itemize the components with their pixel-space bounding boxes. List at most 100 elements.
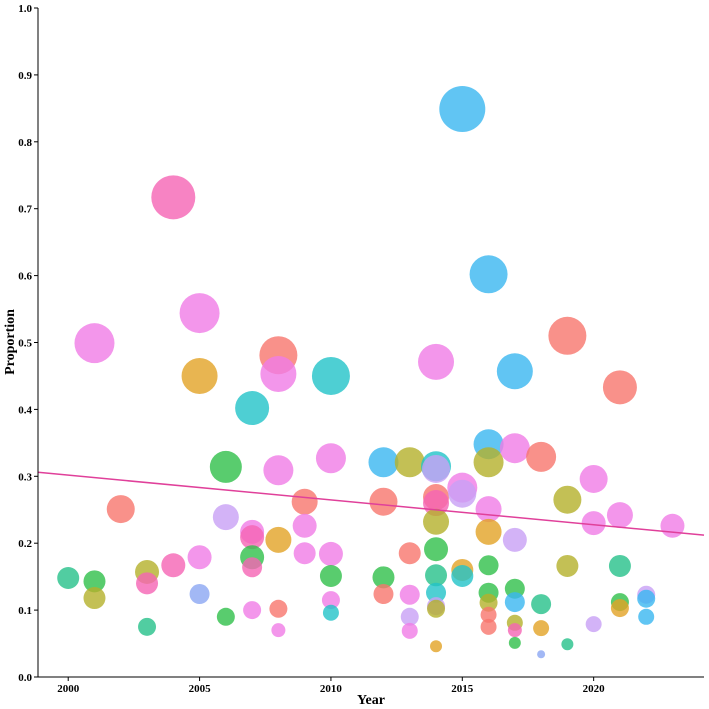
trend-line — [37, 471, 705, 536]
bubble — [608, 554, 631, 577]
bubble — [473, 447, 504, 478]
y-tick-label: 0.9 — [18, 70, 32, 82]
y-tick-label: 0.5 — [18, 338, 32, 350]
bubble — [187, 545, 212, 570]
bubble — [479, 593, 498, 612]
bubble — [373, 584, 394, 605]
bubble — [475, 496, 502, 523]
bubble — [106, 495, 135, 524]
bubble — [293, 542, 316, 565]
y-tick-label: 0.4 — [18, 404, 32, 416]
bubble — [422, 454, 451, 483]
bubble — [480, 618, 497, 635]
bubble — [427, 599, 446, 618]
bubble — [235, 391, 270, 426]
bubble — [424, 537, 449, 562]
bubble — [260, 355, 297, 392]
bubble — [263, 455, 294, 486]
y-axis-title: Proportion — [3, 309, 18, 375]
bubble — [322, 604, 339, 621]
bubble — [243, 601, 262, 620]
bubble — [426, 582, 447, 603]
bubble — [585, 616, 602, 633]
bubble — [480, 606, 497, 623]
bubble — [533, 620, 550, 637]
bubble — [448, 479, 477, 508]
x-axis-title: Year — [357, 693, 385, 708]
bubble — [181, 357, 218, 394]
bubble — [561, 638, 574, 651]
y-tick-label: 0.0 — [18, 672, 32, 684]
bubble — [189, 584, 210, 605]
bubble — [319, 564, 342, 587]
bubble — [179, 293, 220, 334]
y-tick-label: 0.2 — [18, 538, 32, 550]
y-tick-label: 0.6 — [18, 271, 32, 283]
bubble — [423, 508, 450, 535]
bubble — [372, 566, 395, 589]
bubble — [212, 504, 239, 531]
bubble — [292, 513, 317, 538]
bubble — [399, 584, 420, 605]
bubble — [526, 441, 557, 472]
bubble — [660, 513, 685, 538]
bubble — [138, 617, 157, 636]
bubble — [637, 589, 656, 608]
bubble — [606, 502, 633, 529]
bubble — [556, 554, 579, 577]
bubble — [504, 592, 525, 613]
bubble — [136, 572, 159, 595]
bubble — [321, 591, 340, 610]
bubble — [610, 599, 629, 618]
bubble — [425, 564, 448, 587]
x-tick-label: 2005 — [189, 683, 212, 695]
bubble — [269, 599, 288, 618]
bubble — [394, 447, 425, 478]
bubble — [315, 443, 346, 474]
bubble — [400, 607, 419, 626]
bubble — [291, 488, 318, 515]
bubble — [151, 175, 196, 220]
x-tick-label: 2015 — [451, 683, 474, 695]
bubble — [368, 447, 399, 478]
bubble — [242, 557, 263, 578]
y-tick-label: 1.0 — [18, 3, 32, 15]
y-tick-label: 0.7 — [18, 204, 32, 216]
bubble — [398, 542, 421, 565]
y-tick-label: 0.3 — [18, 471, 32, 483]
bubble — [507, 623, 522, 638]
bubble — [531, 594, 552, 615]
x-tick-label: 2020 — [583, 683, 606, 695]
bubble — [579, 464, 608, 493]
bubble — [209, 450, 242, 483]
bubble — [401, 622, 418, 639]
bubble — [369, 487, 398, 516]
bubble — [602, 370, 637, 405]
bubble — [638, 608, 655, 625]
bubble — [502, 527, 527, 552]
bubble — [451, 564, 474, 587]
y-tick-label: 0.8 — [18, 137, 32, 149]
x-tick-label: 2010 — [320, 683, 343, 695]
x-tick-label: 2000 — [57, 683, 80, 695]
bubble — [161, 553, 186, 578]
bubble — [553, 485, 582, 514]
bubble — [478, 555, 499, 576]
bubble — [83, 587, 106, 610]
bubble — [74, 323, 115, 364]
bubble — [508, 636, 521, 649]
bubble — [271, 623, 286, 638]
bubble — [499, 433, 530, 464]
bubble — [311, 356, 350, 395]
y-tick-label: 0.1 — [18, 605, 32, 617]
bubble — [548, 316, 587, 355]
bubble — [496, 353, 533, 390]
bubble — [469, 255, 508, 294]
bubble — [240, 525, 265, 550]
bubble — [318, 541, 343, 566]
bubble — [430, 640, 443, 653]
bubble — [537, 650, 546, 659]
bubble — [418, 343, 455, 380]
bubble — [83, 570, 106, 593]
